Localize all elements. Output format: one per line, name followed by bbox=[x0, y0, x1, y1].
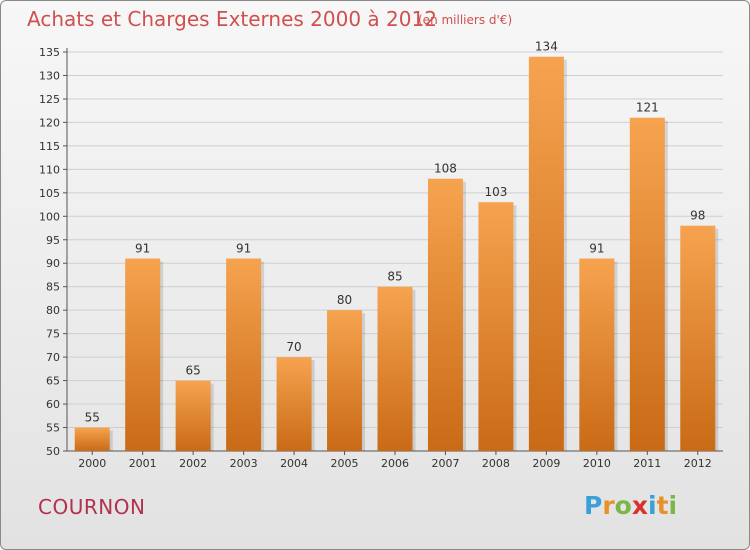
y-tick-label: 90 bbox=[46, 257, 60, 270]
city-name: COURNON bbox=[38, 495, 146, 519]
x-tick-label: 2012 bbox=[684, 457, 712, 470]
bar-2004 bbox=[276, 357, 312, 451]
y-tick-label: 80 bbox=[46, 304, 60, 317]
data-label: 108 bbox=[434, 162, 457, 176]
x-tick-label: 2006 bbox=[381, 457, 409, 470]
y-tick-label: 100 bbox=[39, 210, 60, 223]
data-label: 121 bbox=[636, 101, 659, 115]
logo-letter: i bbox=[648, 491, 657, 520]
data-label: 80 bbox=[337, 293, 352, 307]
bar-2003 bbox=[226, 258, 262, 451]
y-tick-label: 95 bbox=[46, 234, 60, 247]
logo-letter: t bbox=[656, 491, 669, 520]
logo-letter: x bbox=[631, 491, 648, 520]
data-labels: 55 91 65 91 70 80 85 108 103 134 91 121 98 bbox=[85, 40, 706, 425]
y-tick-label: 120 bbox=[39, 116, 60, 129]
x-tick-label: 2011 bbox=[633, 457, 661, 470]
chart-title: Achats et Charges Externes 2000 à 2012 bbox=[27, 7, 437, 31]
y-tick-label: 130 bbox=[39, 69, 60, 82]
y-tick-label: 85 bbox=[46, 281, 60, 294]
y-tick-label: 75 bbox=[46, 328, 60, 341]
bar-2006 bbox=[377, 286, 413, 451]
x-tick-label: 2010 bbox=[583, 457, 611, 470]
bar-2007 bbox=[427, 178, 463, 451]
y-tick-label: 135 bbox=[39, 46, 60, 59]
bars bbox=[74, 56, 719, 451]
data-label: 91 bbox=[589, 242, 604, 256]
y-tick-label: 115 bbox=[39, 140, 60, 153]
bar-2005 bbox=[327, 310, 363, 451]
bar-2001 bbox=[125, 258, 161, 451]
x-tick-label: 2005 bbox=[331, 457, 359, 470]
bar-2002 bbox=[175, 380, 211, 451]
x-tick-label: 2002 bbox=[179, 457, 207, 470]
bar-2008 bbox=[478, 202, 514, 451]
y-tick-label: 60 bbox=[46, 398, 60, 411]
x-tick-label: 2000 bbox=[78, 457, 106, 470]
data-label: 134 bbox=[535, 40, 558, 54]
data-label: 91 bbox=[135, 242, 150, 256]
bar-2011 bbox=[629, 117, 665, 451]
x-tick-label: 2003 bbox=[230, 457, 258, 470]
x-tick-label: 2009 bbox=[532, 457, 560, 470]
y-tick-label: 55 bbox=[46, 422, 60, 435]
data-label: 98 bbox=[690, 209, 705, 223]
data-label: 65 bbox=[186, 364, 201, 378]
bar-2009 bbox=[528, 56, 564, 451]
bar-2010 bbox=[579, 258, 615, 451]
bar-2000 bbox=[74, 427, 110, 451]
y-tick-label: 110 bbox=[39, 163, 60, 176]
y-tick-label: 125 bbox=[39, 93, 60, 106]
x-tick-label: 2004 bbox=[280, 457, 308, 470]
logo-letter: i bbox=[668, 491, 678, 520]
data-label: 91 bbox=[236, 242, 251, 256]
chart-subtitle: (en milliers d'€) bbox=[418, 13, 513, 27]
x-tick-label: 2008 bbox=[482, 457, 510, 470]
x-tick-label: 2001 bbox=[129, 457, 157, 470]
logo-letter: P bbox=[584, 491, 603, 520]
logo-letter: o bbox=[614, 491, 632, 520]
x-tick-label: 2007 bbox=[431, 457, 459, 470]
y-tick-label: 70 bbox=[46, 351, 60, 364]
data-label: 55 bbox=[85, 411, 100, 425]
data-label: 70 bbox=[286, 340, 301, 354]
data-label: 103 bbox=[484, 185, 507, 199]
y-tick-label: 50 bbox=[46, 445, 60, 458]
bar-2012 bbox=[680, 225, 716, 451]
y-tick-label: 105 bbox=[39, 187, 60, 200]
proxiti-logo[interactable]: Proxiti bbox=[584, 491, 677, 520]
logo-letter: r bbox=[602, 491, 615, 520]
y-tick-label: 65 bbox=[46, 375, 60, 388]
data-label: 85 bbox=[387, 270, 402, 284]
